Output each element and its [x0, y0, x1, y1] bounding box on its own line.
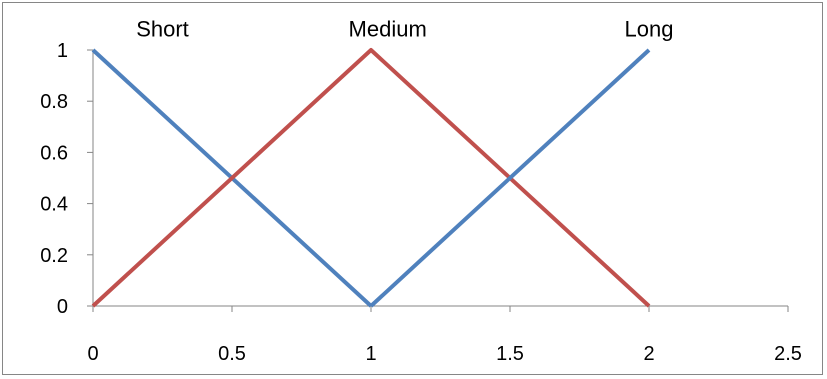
x-tick-label: 1: [365, 343, 376, 365]
x-tick-label: 0: [87, 343, 98, 365]
series-line-long: [369, 48, 651, 308]
x-axis-ticks: 0 0.5 1 1.5 2 2.5: [87, 306, 802, 365]
label-long: Long: [625, 17, 674, 42]
label-medium: Medium: [349, 17, 427, 42]
series-annotations: Short Medium Long: [136, 17, 673, 42]
x-tick-label: 2: [643, 343, 654, 365]
x-tick-label: 0.5: [218, 343, 246, 365]
x-tick-label: 1.5: [496, 343, 524, 365]
x-tick-label: 2.5: [774, 343, 802, 365]
series-lines: [91, 48, 651, 308]
y-tick-label: 0.2: [40, 245, 68, 267]
series-line-medium: [91, 48, 651, 308]
y-tick-label: 1: [57, 40, 68, 62]
y-tick-label: 0.6: [40, 142, 68, 164]
chart-frame: [2, 2, 823, 375]
y-axis-ticks: 0 0.2 0.4 0.6 0.8 1: [40, 40, 93, 318]
axes: [92, 50, 788, 307]
y-tick-label: 0.4: [40, 194, 68, 216]
y-tick-label: 0.8: [40, 91, 68, 113]
label-short: Short: [136, 17, 189, 42]
y-tick-label: 0: [57, 296, 68, 318]
